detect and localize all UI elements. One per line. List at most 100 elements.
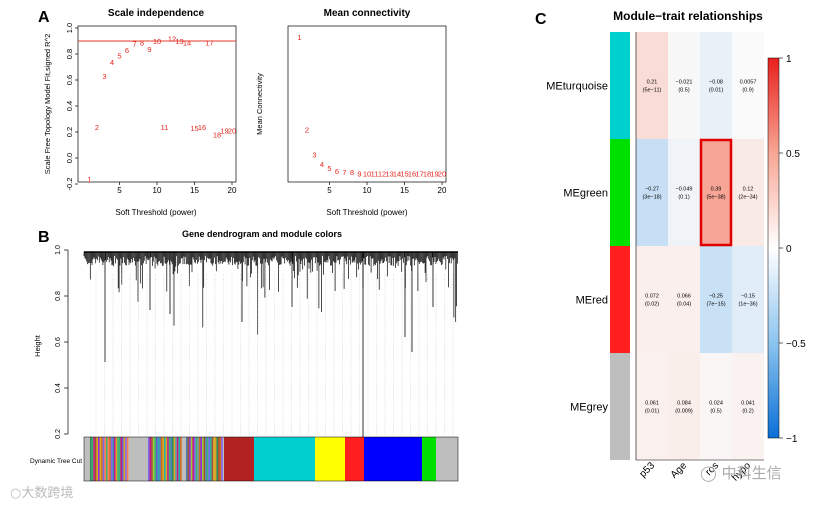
x-tick-label: 10 [363,186,372,195]
highlight-box [699,138,733,247]
module-swatch [610,139,630,246]
trait-label: p53 [638,460,658,480]
colorbar-mixed-stripe [180,437,182,481]
legend-tick-label: −1 [786,434,798,445]
panel-c: C Module−trait relationships MEturquoise… [535,9,806,483]
heatmap-cell [700,139,732,246]
colorbar-mixed-stripe [123,437,126,481]
colorbar-mixed-stripe [165,437,168,481]
colorbar-mixed-stripe [157,437,160,481]
cell-correlation: 0.12 [743,187,754,193]
data-point-4: 4 [320,160,324,169]
legend-tick-label: 0.5 [786,149,800,160]
colorbar-mixed-stripe [102,437,105,481]
data-point-15: 15 [400,170,408,179]
watermark-left-text: 大数跨境 [21,486,74,501]
cell-pvalue: (2e−34) [738,195,757,201]
data-point-8: 8 [350,168,354,177]
colorbar-mixed-stripe [120,437,122,481]
colorbar-mixed-stripe [187,437,190,481]
colorbar-module-block [224,437,254,481]
module-trait-heatmap: MEturquoise MEgreen MEred MEgrey 0.21 (5e−11)… [546,32,764,483]
correlation-color-legend: 1 0.5 0 −0.5 −1 [767,54,806,445]
module-color-bar [83,436,459,482]
cell-pvalue: (0.01) [645,409,660,415]
data-point-11: 11 [161,123,169,132]
colorbar-mixed-stripe [173,437,176,481]
colorbar-mixed-stripe [114,437,116,481]
panel-c-letter: C [535,11,547,28]
x-tick-label: 10 [153,186,162,195]
data-point-8: 8 [140,38,144,47]
colorbar-mixed-stripe [106,437,108,481]
data-point-3: 3 [102,72,106,81]
panel-a: A Scale independence 5 10 15 20-0.20.00.20.… [38,8,447,217]
x-tick-label: 15 [400,186,409,195]
data-point-7: 7 [132,40,136,49]
data-point-9: 9 [147,45,151,54]
colorbar-mixed-stripe [122,437,124,481]
cell-pvalue: (0.02) [645,302,660,308]
colorbar-mixed-stripe [98,437,100,481]
watermark-right: ◯ 中科生信 [700,462,782,483]
colorbar-mixed-stripe [96,437,98,481]
data-point-16: 16 [408,170,416,179]
plot-frame [77,25,237,183]
colorbar-mixed-stripe [107,437,110,481]
module-label: MEgrey [570,402,608,414]
heatmap-cell [700,353,732,460]
colorbar-mixed-stripe [115,437,118,481]
data-point-15: 15 [190,124,198,133]
data-point-10: 10 [153,37,161,46]
weibo-icon: ○​ [10,486,22,501]
colorbar-mixed-stripe [91,437,94,481]
cell-correlation: −0.049 [676,187,693,193]
data-point-19: 19 [430,170,438,179]
cell-correlation: −0.08 [709,80,723,86]
cell-pvalue: (0.2) [742,409,753,415]
data-point-20: 20 [438,170,446,179]
data-point-14: 14 [393,170,401,179]
cell-correlation: 0.061 [645,401,659,407]
colorbar-mixed-stripe [202,437,204,481]
colorbar-mixed-stripe [210,437,212,481]
x-tick-label: 20 [228,186,237,195]
dendro-ytick-4: 0.4 [55,383,62,393]
heatmap-cell [732,353,764,460]
legend-tick-label: −0.5 [786,339,806,350]
panel-b: B Gene dendrogram and module colors Heig… [30,229,459,482]
colorbar-mixed-stripe [218,437,220,481]
colorbar-module-block [315,437,345,481]
cell-pvalue: (1e−36) [738,302,757,308]
colorbar-mixed-stripe [112,437,114,481]
colorbar-mixed-stripe [101,437,103,481]
colorbar-module-block [364,437,422,481]
colorbar-mixed-stripe [154,437,156,481]
dendrogram-ylabel: Height [33,334,42,357]
heatmap-cell [700,32,732,139]
data-point-12: 12 [168,34,176,43]
cell-pvalue: (0.9) [742,88,753,94]
heatmap-title: Module−trait relationships [613,9,763,23]
data-point-10: 10 [363,170,371,179]
colorbar-mixed-stripe [156,437,158,481]
cell-correlation: 0.39 [711,187,722,193]
cell-correlation: −0.021 [676,80,693,86]
heatmap-cell [636,353,668,460]
y-tick-label: 0.0 [65,153,74,163]
heatmap-cell [668,32,700,139]
module-swatch [610,353,630,460]
scale-independence-xlabel: Soft Threshold (power) [115,208,197,217]
colorbar-mixed-stripe [90,437,92,481]
cell-pvalue: (0.5) [678,88,689,94]
data-point-16: 16 [198,123,206,132]
colorbar-mixed-stripe [172,437,174,481]
data-point-13: 13 [175,37,183,46]
colorbar-mixed-stripe [164,437,166,481]
data-point-6: 6 [125,46,129,55]
data-point-9: 9 [357,170,361,179]
colorbar-mixed-stripe [221,437,223,481]
colorbar-mixed-stripe [175,437,177,481]
colorbar-mixed-stripe [176,437,179,481]
